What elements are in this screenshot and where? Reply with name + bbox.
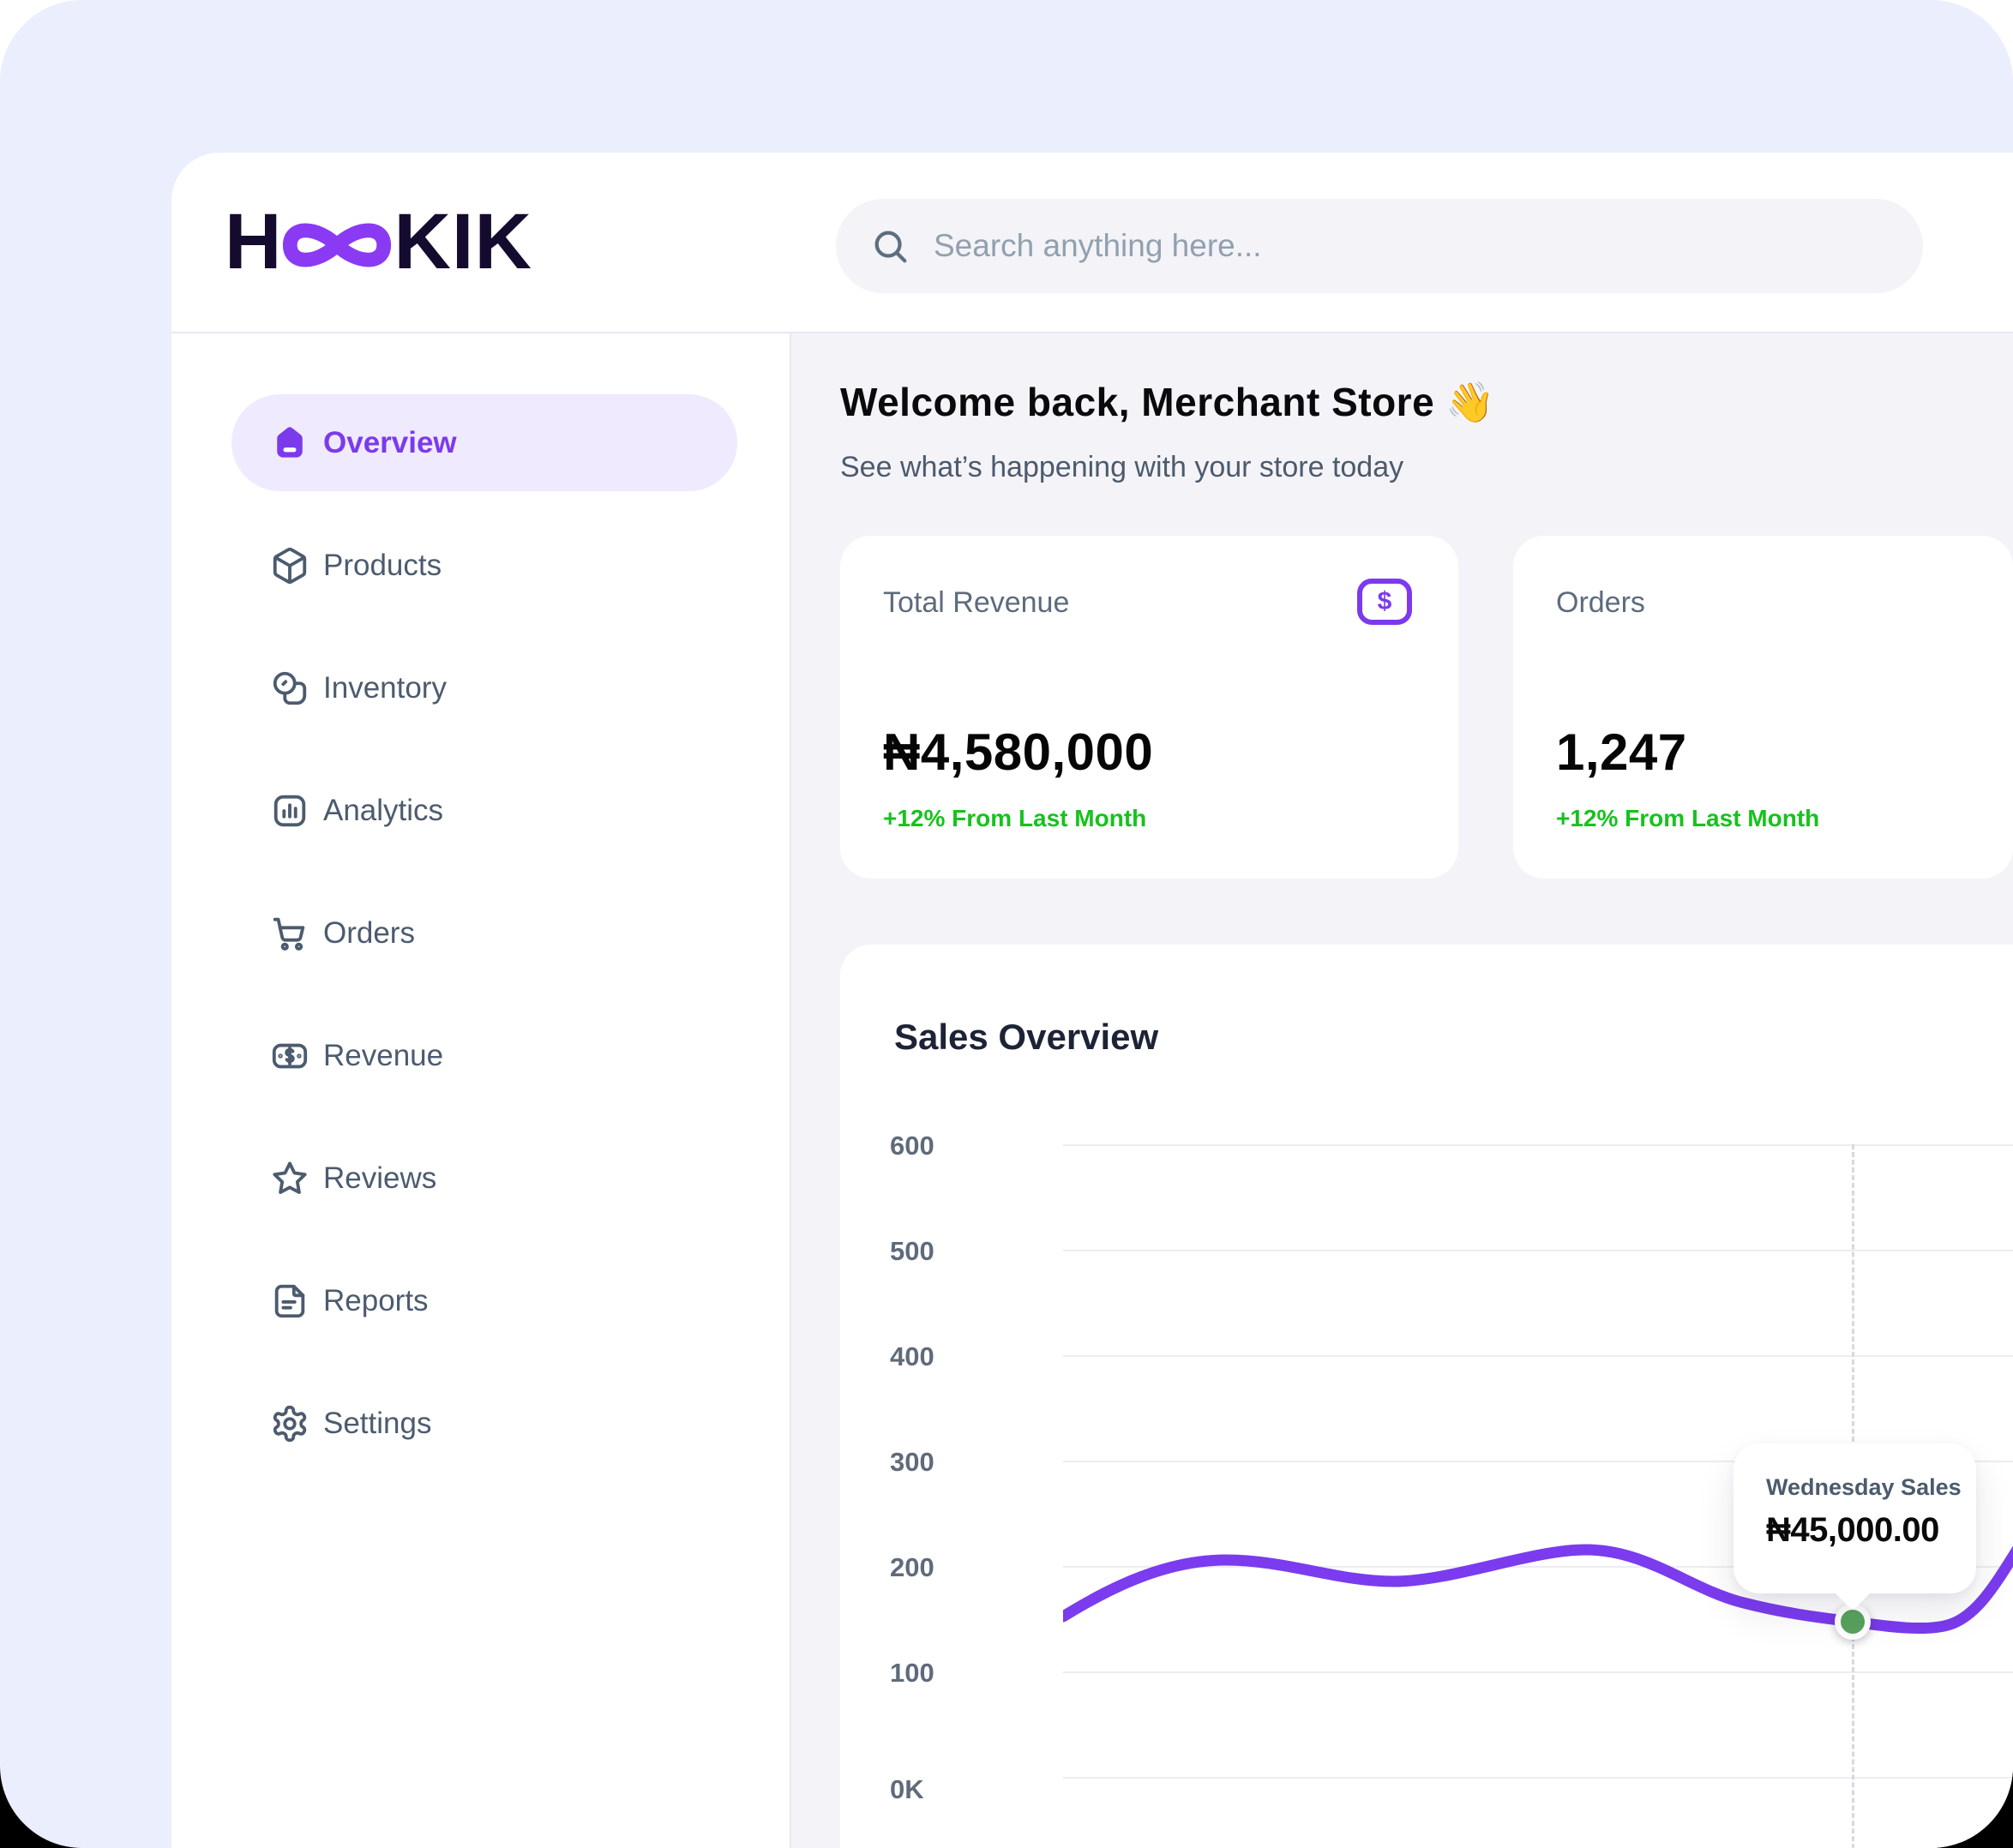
search-icon	[874, 231, 907, 263]
stat-label: Orders	[1556, 586, 1645, 619]
stat-label: Total Revenue	[883, 586, 1070, 619]
sidebar-item-label: Revenue	[323, 1038, 444, 1072]
tooltip-value: ₦45,000.00	[1766, 1511, 1939, 1549]
sidebar-item-label: Products	[323, 548, 442, 582]
main-content: Welcome back, Merchant Store 👋 See what’…	[791, 333, 2013, 1848]
y-axis-tick: 0K	[890, 1774, 924, 1804]
sales-overview-card: Sales Overview 600 500 400 300 200 100 0…	[840, 945, 2013, 1848]
sidebar-item-label: Orders	[323, 915, 415, 950]
y-axis-tick: 200	[890, 1552, 934, 1582]
gear-icon	[270, 1404, 309, 1443]
sidebar-item-label: Overview	[323, 425, 457, 459]
search-input[interactable]	[934, 228, 1877, 264]
y-axis-tick: 400	[890, 1341, 934, 1371]
infinity-icon	[283, 223, 392, 267]
sidebar-item-label: Inventory	[323, 670, 447, 705]
y-axis-tick: 500	[890, 1236, 934, 1266]
stat-delta: +12% From Last Month	[883, 805, 1147, 831]
logo-text-prefix: H	[225, 198, 283, 285]
money-icon	[270, 1036, 309, 1076]
page-title: Welcome back, Merchant Store 👋	[840, 380, 1496, 424]
sales-line-series	[1063, 1544, 2013, 1635]
stat-value: ₦4,580,000	[883, 723, 1154, 781]
analytics-icon	[270, 791, 309, 831]
sidebar-item-label: Settings	[323, 1406, 432, 1440]
search-bar[interactable]	[836, 199, 1923, 293]
highlighted-data-point[interactable]	[1835, 1604, 1871, 1640]
y-axis-tick: 300	[890, 1447, 934, 1477]
total-revenue-card: Total Revenue $ ₦4,580,000 +12% From Las…	[840, 536, 1458, 879]
sidebar-item-overview[interactable]: Overview	[231, 394, 737, 491]
report-icon	[270, 1281, 309, 1321]
chart-title: Sales Overview	[894, 1017, 1159, 1057]
top-header: H KIK	[171, 153, 2013, 333]
sidebar-item-products[interactable]: Products	[231, 517, 737, 614]
app-panel: H KIK	[171, 153, 2013, 1848]
sidebar-item-label: Reports	[323, 1283, 429, 1317]
sidebar-item-label: Reviews	[323, 1161, 437, 1195]
stat-value: 1,247	[1556, 723, 1687, 781]
gridline-300	[1063, 1461, 2013, 1462]
sidebar-item-revenue[interactable]: Revenue	[231, 1007, 737, 1104]
tooltip-label: Wednesday Sales	[1766, 1474, 1962, 1500]
logo-text-suffix: KIK	[394, 198, 532, 285]
gridline-0	[1063, 1777, 2013, 1779]
gridline-100	[1063, 1671, 2013, 1673]
dollar-glyph: $	[1377, 587, 1392, 615]
home-icon	[270, 423, 309, 463]
sidebar-item-analytics[interactable]: Analytics	[231, 762, 737, 859]
y-axis-tick: 100	[890, 1658, 934, 1688]
gridline-600	[1063, 1144, 2013, 1146]
gridline-200	[1063, 1566, 2013, 1568]
chart-tooltip: Wednesday Sales ₦45,000.00	[1734, 1443, 1976, 1593]
body-row: Overview Products	[171, 333, 2013, 1848]
gridline-500	[1063, 1250, 2013, 1251]
inventory-icon	[270, 669, 309, 708]
sidebar: Overview Products	[171, 333, 791, 1848]
cart-icon	[270, 914, 309, 953]
stat-cards-row: Total Revenue $ ₦4,580,000 +12% From Las…	[840, 536, 2013, 879]
sidebar-item-reviews[interactable]: Reviews	[231, 1130, 737, 1227]
gridline-400	[1063, 1355, 2013, 1357]
package-icon	[270, 546, 309, 585]
star-icon	[270, 1159, 309, 1198]
sidebar-item-orders[interactable]: Orders	[231, 885, 737, 981]
money-badge-icon: $	[1357, 579, 1412, 625]
orders-card: Orders 1,247 +12% From Last Month	[1513, 536, 2013, 879]
sidebar-item-label: Analytics	[323, 793, 444, 827]
brand-logo[interactable]: H KIK	[225, 197, 532, 287]
page-subtitle: See what’s happening with your store tod…	[840, 451, 1404, 483]
sidebar-item-settings[interactable]: Settings	[231, 1375, 737, 1472]
sidebar-item-reports[interactable]: Reports	[231, 1252, 737, 1349]
stat-delta: +12% From Last Month	[1556, 805, 1820, 831]
y-axis-tick: 600	[890, 1131, 934, 1161]
sidebar-item-inventory[interactable]: Inventory	[231, 639, 737, 736]
